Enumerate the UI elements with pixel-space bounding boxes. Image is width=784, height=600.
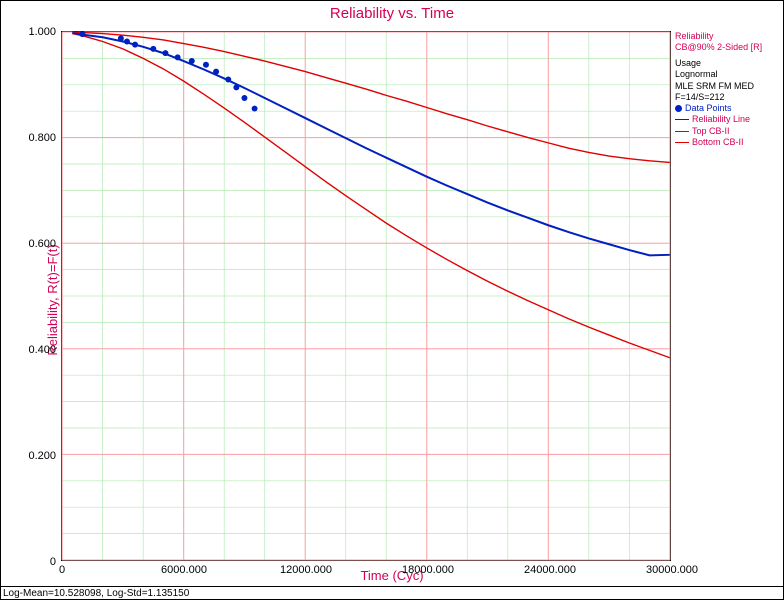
chart-title: Reliability vs. Time: [1, 5, 783, 22]
status-divider: [1, 586, 783, 587]
y-tick-label: 0.800: [28, 132, 56, 144]
status-bar: Log-Mean=10.528098, Log-Std=1.135150: [3, 588, 189, 599]
y-axis-label: Reliability, R(t)=F(t): [45, 244, 60, 355]
legend-item: Data Points: [675, 103, 762, 114]
legend-item: Reliability Line: [675, 114, 762, 125]
x-tick-label: 30000.000: [646, 564, 698, 576]
y-tick-label: 0.400: [28, 344, 56, 356]
x-tick-label: 18000.000: [402, 564, 454, 576]
y-tick-label: 0: [50, 556, 56, 568]
x-tick-label: 12000.000: [280, 564, 332, 576]
legend-item: Reliability: [675, 31, 762, 42]
legend-item: Lognormal: [675, 69, 762, 80]
chart-frame: Reliability vs. Time Time (Cyc) Reliabil…: [0, 0, 784, 600]
x-tick-label: 24000.000: [524, 564, 576, 576]
legend-item: F=14/S=212: [675, 92, 762, 103]
y-tick-label: 0.200: [28, 450, 56, 462]
plot-area: 06000.00012000.00018000.00024000.0003000…: [61, 31, 671, 561]
plot-svg: [62, 32, 670, 560]
legend-item: MLE SRM FM MED: [675, 81, 762, 92]
legend-item: Usage: [675, 58, 762, 69]
x-tick-label: 0: [59, 564, 65, 576]
legend-item: Top CB-II: [675, 126, 762, 137]
legend-item: CB@90% 2-Sided [R]: [675, 42, 762, 53]
x-tick-label: 6000.000: [161, 564, 207, 576]
legend-box: ReliabilityCB@90% 2-Sided [R] UsageLogno…: [675, 31, 762, 148]
y-tick-label: 1.000: [28, 26, 56, 38]
y-tick-label: 0.600: [28, 238, 56, 250]
legend-item: Bottom CB-II: [675, 137, 762, 148]
